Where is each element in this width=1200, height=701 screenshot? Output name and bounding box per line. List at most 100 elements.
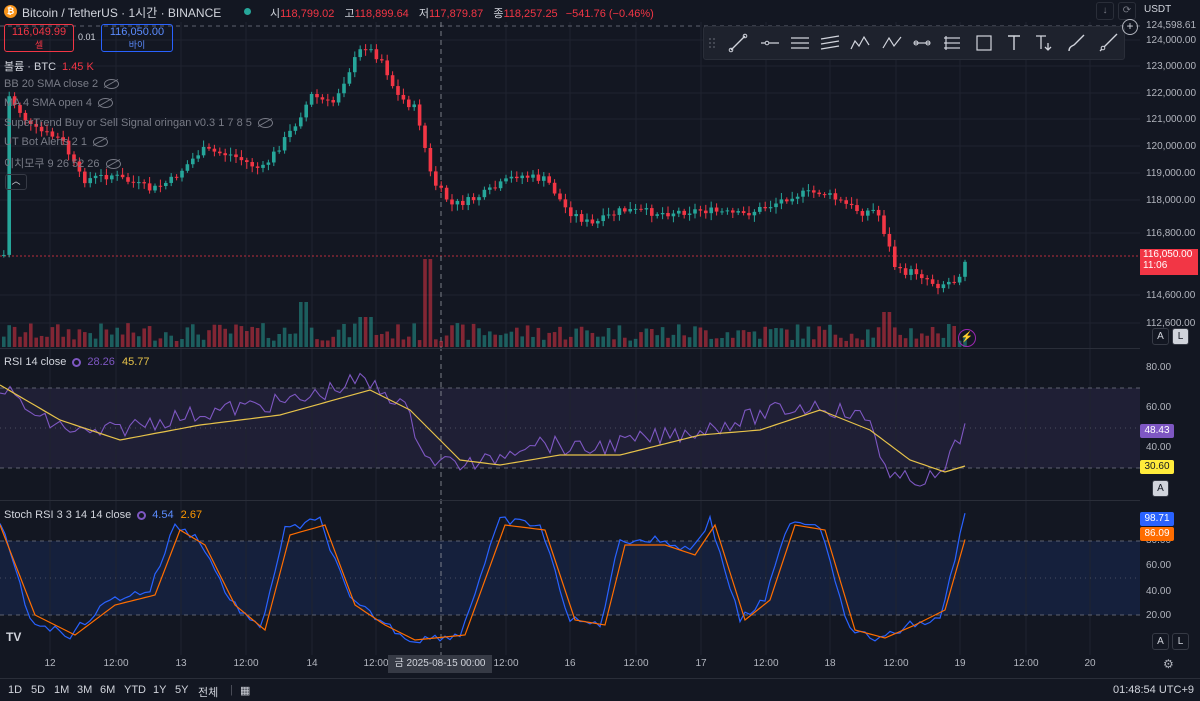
rsi-ma-line (0, 384, 966, 473)
range-button[interactable]: 3M (77, 684, 93, 696)
candle-body (471, 197, 476, 201)
log-scale-toggle[interactable]: L (1172, 328, 1189, 345)
indicator-label: UT Bot Alerts 2 1 (4, 136, 87, 148)
indicator-legend-ma[interactable]: MA 4 SMA open 4 (4, 97, 114, 109)
range-button[interactable]: YTD (124, 684, 146, 696)
price-axis[interactable]: 124,598.61 124,000.00 123,000.00 122,000… (1140, 0, 1200, 655)
stoch-log-scale-toggle[interactable]: L (1172, 633, 1189, 650)
volume-bar (741, 330, 746, 347)
candle-body (234, 154, 238, 158)
sell-button[interactable]: 116,049.99 셀 (4, 24, 74, 52)
eye-hidden-icon[interactable] (104, 79, 120, 90)
brush-icon[interactable] (1066, 33, 1086, 53)
eye-hidden-icon[interactable] (257, 118, 273, 129)
indicator-legend-utbot[interactable]: UT Bot Alerts 2 1 (4, 136, 108, 148)
volume-bar (552, 332, 557, 347)
time-axis[interactable]: 12 12:00 13 12:00 14 12:00 12:00 16 12:0… (0, 655, 1140, 673)
indicator-legend-ichimoku[interactable]: 이치모쿠 9 26 52 26 (4, 155, 121, 171)
add-plus-icon[interactable]: + (1122, 19, 1138, 35)
bar-countdown: 11:06 (1143, 260, 1168, 271)
candle-body (542, 176, 546, 181)
volume-bar (455, 323, 460, 347)
candle-body (7, 96, 11, 255)
stoch-auto-scale-toggle[interactable]: A (1152, 633, 1169, 650)
rsi-legend[interactable]: RSI 14 close 28.26 45.77 (4, 356, 150, 368)
lightning-icon[interactable]: ⚡ (958, 329, 976, 347)
candle-body (174, 176, 179, 178)
range-button[interactable]: 5D (31, 684, 46, 696)
buy-button[interactable]: 116,050.00 바이 (101, 24, 173, 52)
collapse-legend-button[interactable]: ︿ (5, 174, 27, 190)
volume-bar (56, 324, 60, 347)
range-button[interactable]: 전체 (198, 687, 219, 699)
candle-body (201, 146, 206, 156)
abcd-pattern-icon[interactable] (882, 33, 902, 53)
chart-settings-icon[interactable]: ⚙ (1163, 657, 1174, 671)
candle-body (590, 219, 595, 224)
date-range-icon[interactable] (912, 33, 932, 53)
current-price-tag: 116,050.00 11:06 (1140, 249, 1198, 275)
clock[interactable]: 01:48:54 UTC+9 (1112, 684, 1194, 696)
currency-selector[interactable]: USDT (1140, 2, 1196, 18)
calendar-icon[interactable]: ▦ (240, 685, 251, 697)
auto-scale-toggle[interactable]: A (1152, 328, 1169, 345)
scroll-down-button[interactable]: ↓ (1096, 2, 1114, 20)
candle-body (876, 209, 881, 216)
close-label: 종 (493, 8, 504, 20)
fib-channel-icon[interactable] (820, 33, 840, 53)
range-button[interactable]: 1M (54, 684, 70, 696)
indicator-legend-bb[interactable]: BB 20 SMA close 2 (4, 78, 120, 90)
volume-bar (720, 338, 724, 347)
parallel-channel-icon[interactable] (790, 33, 810, 53)
candle-body (844, 200, 848, 204)
xabcd-pattern-icon[interactable] (850, 33, 870, 53)
rsi-auto-scale-toggle[interactable]: A (1152, 480, 1169, 497)
candle-body (520, 175, 524, 179)
stoch-legend[interactable]: Stoch RSI 3 3 14 14 close 4.54 2.67 (4, 509, 202, 521)
candle-body (2, 254, 6, 256)
drag-handle-icon[interactable] (708, 33, 716, 53)
pane-separator-1[interactable] (0, 348, 1140, 349)
volume-bar (725, 332, 730, 347)
horizontal-ray-icon[interactable] (760, 33, 780, 53)
symbol-title[interactable]: Bitcoin / TetherUS · 1시간 · BINANCE (22, 6, 222, 20)
volume-bar (434, 339, 438, 347)
eye-hidden-icon[interactable] (98, 98, 114, 109)
indicator-label: BB 20 SMA close 2 (4, 78, 99, 90)
volume-bar (849, 333, 854, 347)
pane-separator-2[interactable] (0, 500, 1140, 501)
volume-bar (525, 325, 530, 347)
volume-bar (207, 330, 211, 347)
range-button[interactable]: 6M (100, 684, 116, 696)
candle-body (639, 208, 643, 210)
volume-bar (34, 337, 38, 347)
chart-canvas[interactable] (0, 0, 1140, 655)
range-button[interactable]: 1D (8, 684, 23, 696)
indicator-legend-supertrend[interactable]: SuperTrend Buy or Sell Signal oringan v0… (4, 117, 273, 129)
tradingview-logo-icon[interactable]: TV (6, 630, 22, 644)
divider: | (230, 684, 233, 696)
candle-body (687, 213, 692, 215)
time-tick: 13 (175, 658, 187, 669)
volume-bar (288, 333, 292, 347)
text-note-icon[interactable] (1034, 33, 1054, 53)
refresh-button[interactable]: ⟳ (1118, 2, 1136, 20)
text-icon[interactable] (1004, 33, 1024, 53)
long-position-icon[interactable] (942, 33, 962, 53)
range-button[interactable]: 5Y (175, 684, 189, 696)
volume-legend[interactable]: 볼륨 · BTC 1.45 K (4, 58, 94, 74)
range-button[interactable]: 1Y (153, 684, 167, 696)
trend-line-icon[interactable] (728, 33, 748, 53)
eye-hidden-icon[interactable] (92, 137, 108, 148)
volume-bar (952, 326, 956, 347)
candle-body (574, 214, 578, 217)
eye-hidden-icon[interactable] (105, 159, 121, 170)
settings-icon[interactable] (72, 357, 82, 367)
volume-bar (245, 331, 249, 347)
volume-bar (714, 338, 719, 347)
rectangle-icon[interactable] (974, 33, 994, 53)
ray-icon[interactable] (1098, 33, 1118, 53)
volume-bar (353, 323, 357, 347)
settings-icon[interactable] (137, 510, 147, 520)
rsi-tick: 40.00 (1146, 442, 1172, 453)
